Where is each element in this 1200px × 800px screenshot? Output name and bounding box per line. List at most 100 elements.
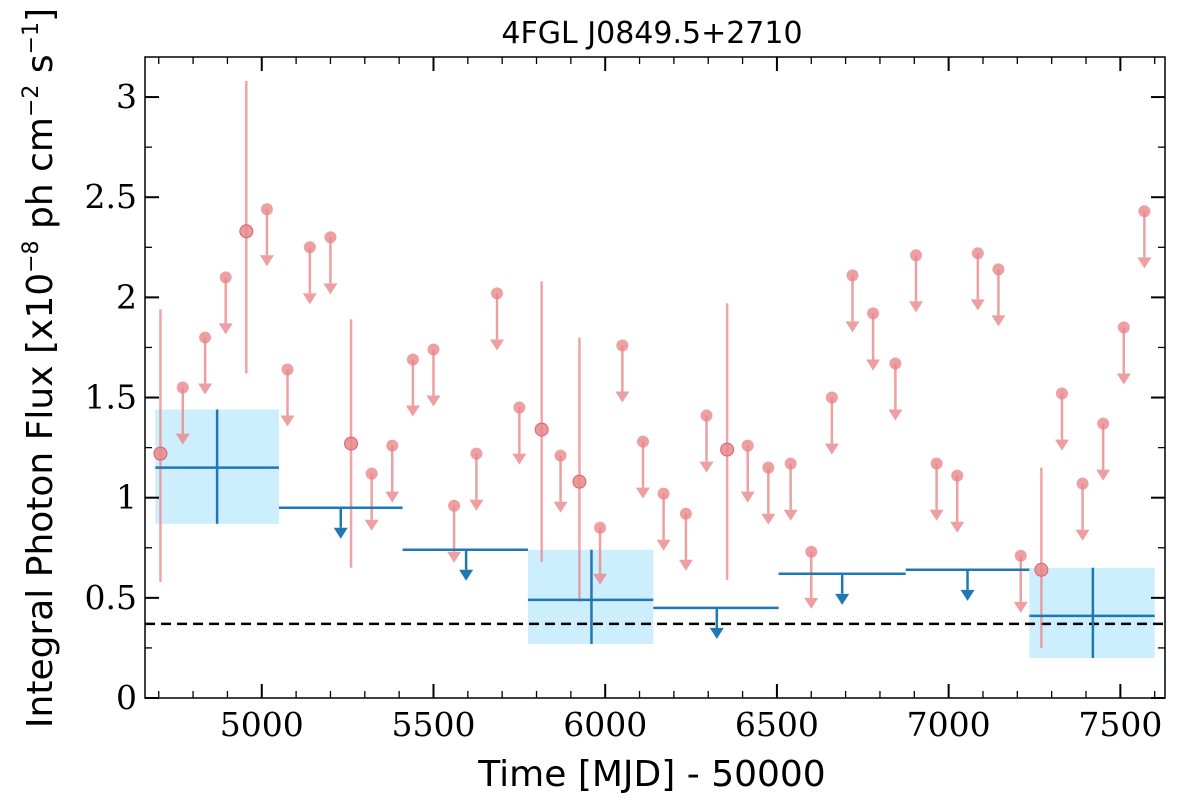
monthly-upper-limit-marker — [386, 439, 399, 452]
monthly-upper-limit-marker — [303, 241, 316, 254]
upper-limit-arrowhead — [888, 409, 903, 421]
upper-limit-arrowhead — [218, 323, 233, 335]
monthly-upper-limit — [280, 363, 295, 427]
upper-limit-arrowhead — [490, 339, 505, 351]
monthly-upper-limit — [866, 307, 881, 371]
monthly-upper-limit — [490, 287, 505, 351]
upper-limit-arrowhead — [1096, 469, 1111, 481]
monthly-upper-limit-marker — [992, 263, 1005, 276]
monthly-upper-limit-marker — [281, 363, 294, 376]
x-tick-label: 5000 — [220, 705, 304, 744]
monthly-upper-limit-marker — [784, 457, 797, 470]
yearly-detection — [1029, 567, 1155, 658]
y-tick-label: 3 — [116, 77, 137, 116]
monthly-upper-limit-marker — [1014, 549, 1027, 562]
monthly-upper-limit-marker — [825, 391, 838, 404]
monthly-upper-limit — [1075, 477, 1090, 541]
monthly-detection — [344, 319, 359, 568]
monthly-upper-limit-marker — [741, 439, 754, 452]
monthly-upper-limit-marker — [406, 353, 419, 366]
upper-limit-arrowhead — [1054, 439, 1069, 451]
monthly-upper-limit — [385, 439, 400, 503]
upper-limit-arrowhead — [740, 491, 755, 503]
monthly-upper-limit — [593, 521, 608, 585]
monthly-detection-marker — [720, 442, 735, 457]
yearly-ul-arrowhead — [709, 627, 724, 639]
monthly-upper-limit-marker — [365, 467, 378, 480]
x-tick-label: 5500 — [391, 705, 475, 744]
monthly-upper-limit-marker — [260, 203, 273, 216]
monthly-upper-limit — [845, 269, 860, 333]
upper-limit-arrowhead — [866, 359, 881, 371]
upper-limit-arrowhead — [553, 501, 568, 513]
upper-limit-arrowhead — [635, 487, 650, 499]
monthly-upper-limit — [447, 499, 462, 563]
x-tick-label: 7000 — [907, 705, 991, 744]
upper-limit-arrowhead — [615, 391, 630, 403]
monthly-upper-limit — [656, 487, 671, 551]
monthly-upper-limit — [761, 461, 776, 525]
plot-border — [144, 56, 1166, 699]
yearly-points — [155, 409, 1155, 658]
monthly-upper-limit-marker — [594, 521, 607, 534]
upper-limit-arrowhead — [761, 513, 776, 525]
y-tick-label: 0.5 — [85, 578, 137, 617]
monthly-upper-limit-marker — [636, 435, 649, 448]
monthly-detection — [239, 81, 254, 374]
upper-limit-arrowhead — [447, 551, 462, 563]
upper-limit-arrowhead — [656, 539, 671, 551]
upper-limit-arrowhead — [991, 315, 1006, 327]
monthly-upper-limit — [970, 247, 985, 311]
monthly-detection-marker — [534, 422, 549, 437]
monthly-upper-limit — [783, 457, 798, 521]
yearly-ul-arrowhead — [459, 569, 474, 581]
monthly-upper-limit-marker — [1055, 387, 1068, 400]
monthly-detection-marker — [239, 224, 254, 239]
monthly-upper-limit — [888, 357, 903, 421]
monthly-upper-limit — [405, 353, 420, 417]
upper-limit-arrowhead — [1137, 257, 1152, 269]
yearly-upper-limit — [402, 548, 528, 581]
chart-title: 4FGL J0849.5+2710 — [501, 16, 802, 51]
monthly-upper-limit — [364, 467, 379, 531]
monthly-upper-limit — [615, 339, 630, 403]
monthly-upper-limit — [512, 401, 527, 465]
monthly-detection-marker — [1034, 562, 1049, 577]
monthly-upper-limit-marker — [513, 401, 526, 414]
yearly-upper-limit — [905, 568, 1030, 601]
monthly-detection-marker — [153, 446, 168, 461]
x-axis-label: Time [MJD] - 50000 — [477, 754, 825, 795]
y-tick-label: 1 — [116, 478, 137, 517]
yearly-upper-limit — [653, 606, 779, 639]
yearly-ul-arrowhead — [835, 593, 850, 605]
plot-frame — [144, 56, 1166, 699]
upper-limit-arrowhead — [1116, 373, 1131, 385]
yearly-upper-limit — [778, 572, 906, 605]
monthly-upper-limit-marker — [470, 447, 483, 460]
monthly-upper-limit — [950, 469, 965, 533]
upper-limit-arrowhead — [405, 405, 420, 417]
monthly-upper-limit — [553, 449, 568, 513]
y-tick-label: 1.5 — [85, 378, 137, 417]
monthly-upper-limit — [426, 343, 441, 407]
monthly-upper-limit — [1116, 321, 1131, 385]
monthly-upper-limit-marker — [219, 271, 232, 284]
monthly-upper-limit-marker — [1138, 205, 1151, 218]
monthly-upper-limit — [929, 457, 944, 521]
monthly-detection — [720, 303, 735, 580]
monthly-upper-limit-marker — [176, 381, 189, 394]
upper-limit-arrowhead — [1075, 529, 1090, 541]
monthly-upper-limit — [469, 447, 484, 511]
monthly-upper-limit-marker — [616, 339, 629, 352]
upper-limit-arrowhead — [426, 395, 441, 407]
upper-limit-arrowhead — [364, 519, 379, 531]
x-tick-label: 7500 — [1078, 705, 1162, 744]
monthly-upper-limit-marker — [930, 457, 943, 470]
monthly-upper-limit — [218, 271, 233, 335]
monthly-upper-limit-marker — [679, 507, 692, 520]
x-tick-label: 6500 — [735, 705, 819, 744]
monthly-upper-limit — [991, 263, 1006, 327]
monthly-upper-limit — [302, 241, 317, 305]
monthly-upper-limit — [678, 507, 693, 571]
upper-limit-arrowhead — [198, 383, 213, 395]
